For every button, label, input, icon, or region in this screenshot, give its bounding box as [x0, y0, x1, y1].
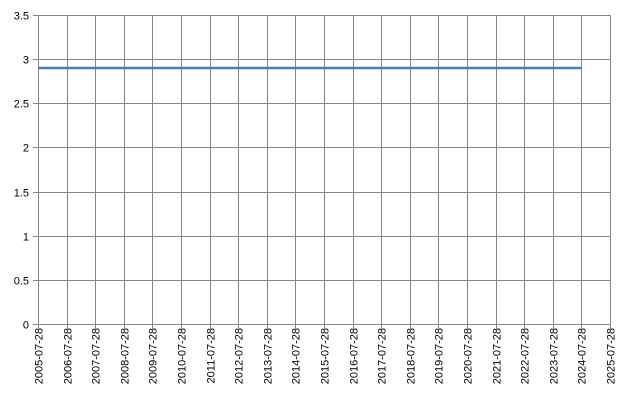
axes	[33, 15, 611, 329]
x-tick-label: 2025-07-28	[606, 328, 618, 384]
x-tick-label: 2015-07-28	[320, 328, 332, 384]
y-tick-label: 2	[23, 143, 29, 155]
x-tick-label: 2021-07-28	[492, 328, 504, 384]
x-tick-label: 2023-07-28	[549, 328, 561, 384]
x-tick-label: 2017-07-28	[377, 328, 389, 384]
y-tick-label: 0.5	[14, 276, 29, 288]
y-tick-label: 0	[23, 320, 29, 332]
x-tick-label: 2013-07-28	[263, 328, 275, 384]
x-tick-label: 2022-07-28	[520, 328, 532, 384]
y-tick-label: 2.5	[14, 99, 29, 111]
x-tick-label: 2008-07-28	[120, 328, 132, 384]
x-tick-label: 2019-07-28	[434, 328, 446, 384]
x-tick-label: 2005-07-28	[34, 328, 46, 384]
y-tick-label: 1	[23, 232, 29, 244]
y-tick-label: 3	[23, 55, 29, 67]
y-tick-label: 1.5	[14, 188, 29, 200]
x-tick-label: 2007-07-28	[91, 328, 103, 384]
x-tick-label: 2020-07-28	[463, 328, 475, 384]
x-tick-label: 2018-07-28	[406, 328, 418, 384]
x-tick-label: 2014-07-28	[291, 328, 303, 384]
x-tick-label: 2016-07-28	[349, 328, 361, 384]
x-tick-label: 2009-07-28	[148, 328, 160, 384]
x-tick-label: 2010-07-28	[177, 328, 189, 384]
y-axis-ticks: 0 0.5 1 1.5 2 2.5 3 3.5	[14, 11, 29, 332]
grid	[38, 15, 611, 324]
x-axis-ticks: 2005-07-28 2006-07-28 2007-07-28 2008-07-28…	[34, 328, 618, 384]
y-tick-label: 3.5	[14, 11, 29, 23]
x-tick-label: 2011-07-28	[206, 328, 218, 383]
x-tick-label: 2024-07-28	[577, 328, 589, 384]
x-tick-label: 2012-07-28	[234, 328, 246, 384]
x-tick-label: 2006-07-28	[63, 328, 75, 384]
